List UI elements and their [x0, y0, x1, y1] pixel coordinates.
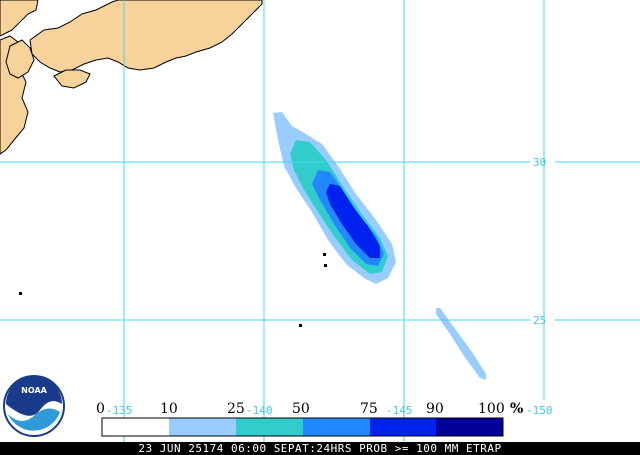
lon-label-150: -150 — [526, 404, 553, 417]
legend-colorbar — [101, 417, 504, 437]
legend-tick-50: 50 — [292, 401, 310, 417]
legend-unit: % — [510, 401, 523, 417]
noaa-wave-icon — [8, 408, 60, 431]
gridlines — [0, 0, 640, 442]
legend-tick-25: 25 — [227, 401, 245, 417]
legend-swatch-3 — [303, 418, 370, 436]
lat-label-30: 30 — [533, 156, 546, 169]
island-mark-1 — [323, 253, 326, 256]
land-north — [0, 0, 39, 37]
probability-field — [273, 112, 486, 380]
prob-band-75 — [326, 184, 380, 258]
legend-swatch-1 — [169, 418, 236, 436]
prob-streak-south — [436, 308, 486, 380]
legend-swatch-4 — [370, 418, 436, 436]
legend-tick-100: 100 — [478, 401, 505, 417]
legend-tick-75: 75 — [360, 401, 378, 417]
island-mark-2 — [324, 264, 327, 267]
island-mark-4 — [19, 292, 22, 295]
legend-swatch-2 — [236, 418, 303, 436]
legend-tick-0: 0 — [96, 401, 105, 417]
land-shikoku — [53, 69, 91, 89]
lon-label-135: -135 — [106, 404, 133, 417]
lat-label-25: 25 — [533, 314, 546, 327]
land-honshu — [29, 0, 263, 73]
island-mark-3 — [299, 324, 302, 327]
noaa-logo: NOAA — [3, 375, 65, 437]
landmass — [0, 0, 263, 155]
noaa-bird-icon — [6, 376, 62, 416]
caption-bar — [0, 442, 640, 455]
legend-swatch-5 — [436, 418, 503, 436]
map-caption: 23 JUN 25174 06:00 SEPAT:24HRS PROB >= 1… — [138, 442, 502, 455]
noaa-logo-text: NOAA — [21, 386, 47, 395]
legend-tick-10: 10 — [160, 401, 178, 417]
legend-swatch-0 — [102, 418, 169, 436]
legend-border — [101, 417, 504, 437]
land-kyushu — [5, 39, 35, 79]
lon-label-140: -140 — [246, 404, 273, 417]
legend-tick-90: 90 — [426, 401, 444, 417]
lon-label-145: -145 — [386, 404, 413, 417]
